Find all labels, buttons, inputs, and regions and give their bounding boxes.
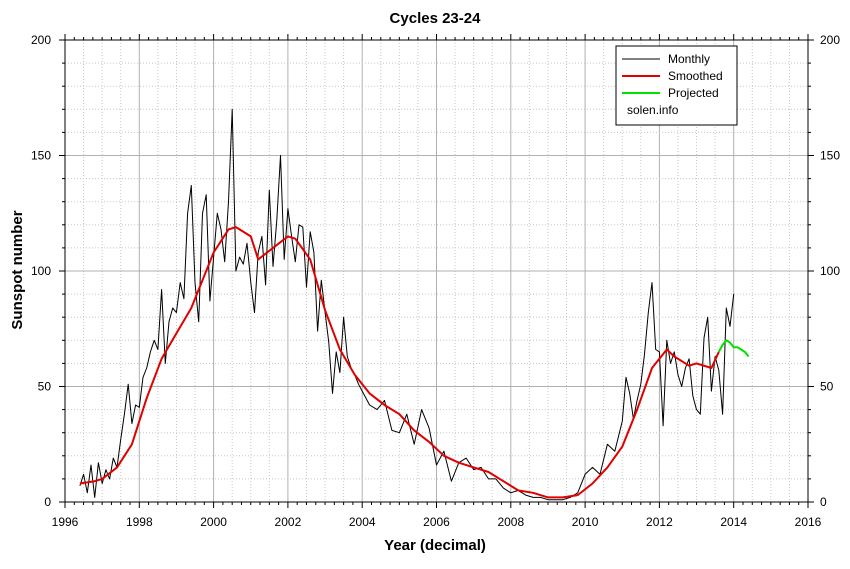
x-tick-label: 2010 bbox=[572, 515, 599, 529]
plot-frame bbox=[64, 39, 809, 503]
x-tick-label: 2014 bbox=[720, 515, 747, 529]
y-tick-label-right: 0 bbox=[820, 495, 827, 509]
legend-label-monthly: Monthly bbox=[668, 52, 710, 66]
x-tick-label: 2016 bbox=[795, 515, 822, 529]
x-tick-label: 2004 bbox=[349, 515, 376, 529]
y-tick-label-right: 50 bbox=[820, 380, 834, 394]
y-tick-label-right: 100 bbox=[820, 264, 840, 278]
chart-title: Cycles 23-24 bbox=[390, 10, 482, 27]
legend-note: solen.info bbox=[627, 103, 679, 117]
x-tick-label: 2012 bbox=[646, 515, 673, 529]
x-axis-label: Year (decimal) bbox=[384, 537, 486, 554]
series-lines bbox=[79, 108, 750, 501]
y-tick-label-right: 150 bbox=[820, 149, 840, 163]
series-line-monthly bbox=[79, 108, 735, 501]
x-tick-label: 2006 bbox=[423, 515, 450, 529]
x-tick-label: 2000 bbox=[200, 515, 227, 529]
legend-label-smoothed: Smoothed bbox=[668, 69, 723, 83]
x-tick-label: 1996 bbox=[52, 515, 79, 529]
grid bbox=[64, 39, 809, 503]
y-tick-label-left: 150 bbox=[31, 149, 51, 163]
series-line-smoothed bbox=[79, 226, 720, 499]
y-tick-label-left: 50 bbox=[38, 380, 52, 394]
y-tick-label-right: 200 bbox=[820, 33, 840, 47]
y-tick-label-left: 200 bbox=[31, 33, 51, 47]
legend: Monthly Smoothed Projected solen.info bbox=[615, 45, 738, 126]
x-tick-label: 1998 bbox=[126, 515, 153, 529]
x-tick-label: 2002 bbox=[275, 515, 302, 529]
series-line-projected bbox=[717, 339, 750, 358]
x-tick-label: 2008 bbox=[497, 515, 524, 529]
y-tick-label-left: 0 bbox=[44, 495, 51, 509]
y-axis-label: Sunspot number bbox=[9, 210, 26, 329]
legend-label-projected: Projected bbox=[668, 86, 719, 100]
y-tick-label-left: 100 bbox=[31, 264, 51, 278]
axis-ticks: 1996 1998 2000 2002 2004 2006 2008 2010 2012 2014… bbox=[31, 33, 840, 529]
